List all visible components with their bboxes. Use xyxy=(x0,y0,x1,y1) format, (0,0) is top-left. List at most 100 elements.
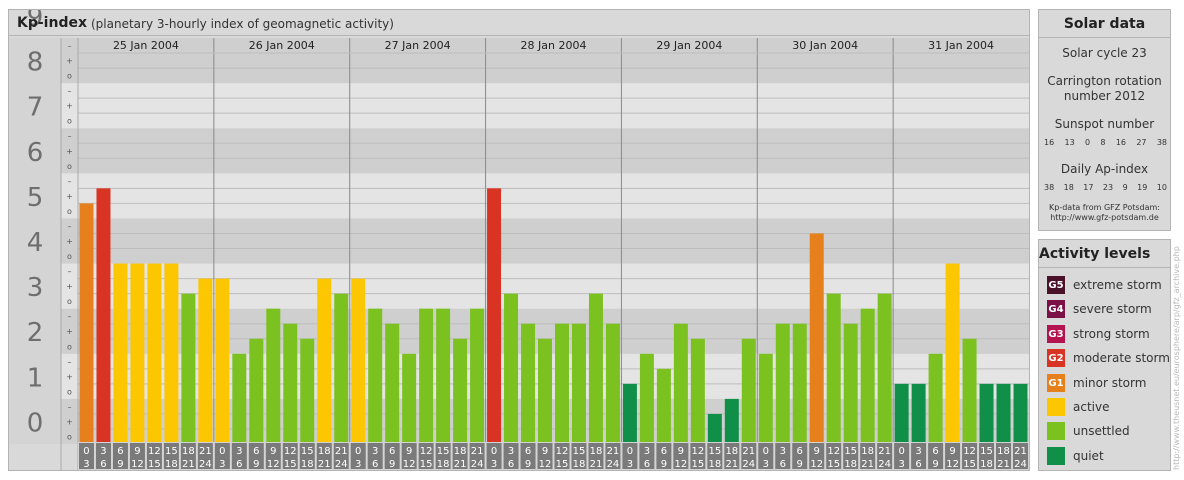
y-tick-label: 6 xyxy=(27,138,44,168)
page-title: Kp-index xyxy=(17,15,87,31)
x-tick-box xyxy=(350,443,366,469)
x-tick-start: 21 xyxy=(878,446,891,457)
sunspot-value: 8 xyxy=(1100,138,1106,147)
solar-cycle: Solar cycle 23 xyxy=(1062,46,1147,60)
kp-bar xyxy=(487,188,502,444)
kp-bar xyxy=(181,293,196,444)
x-tick-start: 6 xyxy=(253,446,259,457)
kp-bar xyxy=(588,293,603,444)
x-tick-start: 12 xyxy=(691,446,704,457)
y-tick-label: 2 xyxy=(27,318,44,348)
x-tick-box xyxy=(894,443,910,469)
legend-label: minor storm xyxy=(1073,376,1147,390)
minor-tick-mark: + xyxy=(66,192,73,201)
minor-tick-mark: o xyxy=(67,252,72,261)
legend-item-quiet: quiet xyxy=(1047,447,1104,465)
x-tick-start: 18 xyxy=(590,446,603,457)
kp-bar xyxy=(436,308,451,444)
kp-bar xyxy=(826,293,841,444)
kp-bar xyxy=(860,308,875,444)
minor-tick-mark: – xyxy=(68,222,72,231)
kp-bar xyxy=(877,293,892,444)
kp-bar xyxy=(707,413,722,444)
legend-label: strong storm xyxy=(1073,327,1150,341)
ap-value: 18 xyxy=(1063,183,1074,192)
x-tick-end: 6 xyxy=(508,459,514,470)
x-tick-start: 12 xyxy=(148,446,161,457)
minor-tick-mark: + xyxy=(66,327,73,336)
x-tick-start: 6 xyxy=(661,446,667,457)
day-label: 27 Jan 2004 xyxy=(385,39,451,52)
minor-tick-mark: + xyxy=(66,237,73,246)
x-tick-start: 6 xyxy=(389,446,395,457)
x-tick-end: 18 xyxy=(301,459,314,470)
kp-bar xyxy=(843,323,858,444)
x-tick-box xyxy=(928,443,944,469)
kp-bar xyxy=(809,233,824,444)
x-tick-box xyxy=(588,443,604,469)
x-tick-start: 6 xyxy=(932,446,938,457)
kp-bar xyxy=(656,368,671,444)
kp-bar xyxy=(724,398,739,444)
x-tick-start: 12 xyxy=(284,446,297,457)
legend-item-extreme-storm: G5 extreme storm xyxy=(1047,276,1162,294)
x-tick-start: 21 xyxy=(742,446,755,457)
kp-bar xyxy=(368,308,383,444)
minor-tick-mark: o xyxy=(67,387,72,396)
minor-tick-mark: – xyxy=(68,312,72,321)
x-tick-end: 24 xyxy=(742,459,755,470)
kp-bar xyxy=(571,323,586,444)
x-tick-box xyxy=(129,443,145,469)
x-tick-end: 12 xyxy=(131,459,144,470)
kp-bar xyxy=(470,308,485,444)
minor-tick-mark: – xyxy=(68,402,72,411)
legend-label: severe storm xyxy=(1073,302,1152,316)
kp-bar xyxy=(521,323,536,444)
x-tick-box xyxy=(690,443,706,469)
x-tick-start: 6 xyxy=(797,446,803,457)
minor-tick-mark: – xyxy=(68,42,72,51)
legend-label: active xyxy=(1073,400,1110,414)
x-tick-end: 12 xyxy=(674,459,687,470)
y-tick-label: 8 xyxy=(27,48,44,78)
x-tick-end: 12 xyxy=(539,459,552,470)
x-tick-end: 3 xyxy=(219,459,225,470)
kp-bar xyxy=(979,383,994,444)
solar-data-panel: Solar data Solar cycle 23 Carrington rot… xyxy=(1038,9,1171,231)
x-tick-end: 12 xyxy=(946,459,959,470)
kp-bar xyxy=(555,323,569,444)
ap-value: 23 xyxy=(1102,183,1114,192)
x-tick-start: 15 xyxy=(708,446,721,457)
x-tick-end: 15 xyxy=(284,459,297,470)
x-tick-end: 21 xyxy=(725,459,738,470)
minor-tick-mark: – xyxy=(68,87,72,96)
legend-item-strong-storm: G3 strong storm xyxy=(1047,325,1150,343)
legend-item-severe-storm: G4 severe storm xyxy=(1047,300,1152,318)
x-tick-box xyxy=(401,443,417,469)
x-tick-end: 9 xyxy=(661,459,667,470)
ap-value: 19 xyxy=(1137,183,1148,192)
legend-item-minor-storm: G1 minor storm xyxy=(1047,374,1146,392)
minor-tick-mark: o xyxy=(67,297,72,306)
x-tick-end: 12 xyxy=(810,459,823,470)
x-tick-box xyxy=(95,443,111,469)
x-tick-box xyxy=(1013,443,1028,469)
x-tick-start: 18 xyxy=(725,446,738,457)
x-tick-end: 18 xyxy=(708,459,721,470)
x-tick-box xyxy=(996,443,1012,469)
kp-bar xyxy=(690,338,705,444)
x-tick-start: 12 xyxy=(827,446,840,457)
source-link[interactable]: http://www.gfz-potsdam.de xyxy=(1050,213,1159,222)
x-tick-start: 18 xyxy=(454,446,467,457)
legend-label: moderate storm xyxy=(1073,351,1170,365)
x-tick-box xyxy=(843,443,859,469)
legend-title: Activity levels xyxy=(1039,240,1170,268)
kp-bar xyxy=(758,353,773,444)
ap-value: 10 xyxy=(1156,183,1167,192)
legend-swatch xyxy=(1047,422,1065,440)
minor-tick-mark: o xyxy=(67,207,72,216)
x-tick-box xyxy=(537,443,553,469)
kp-bar xyxy=(538,338,552,444)
x-tick-end: 21 xyxy=(861,459,874,470)
